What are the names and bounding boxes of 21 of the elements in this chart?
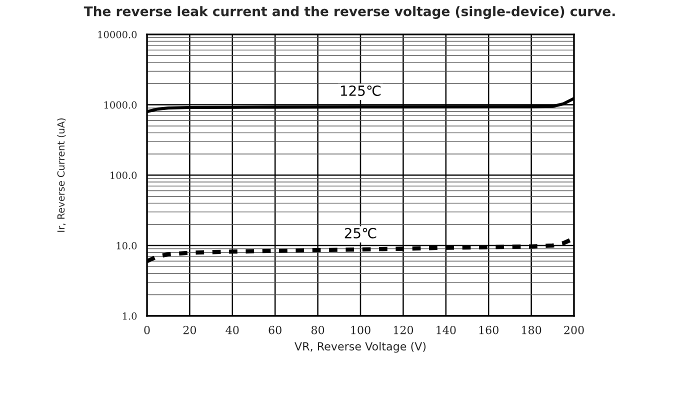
x-tick-label: 160 (479, 326, 498, 334)
chart-title: The reverse leak current and the reverse voltage (single-device) curve. (84, 6, 615, 19)
y-tick-label: 10.0 (116, 242, 137, 250)
series-label: 125℃ (340, 85, 381, 96)
x-tick-label: 40 (226, 326, 239, 334)
y-tick-label: 1000.0 (104, 101, 137, 109)
y-tick-label: 1.0 (123, 312, 137, 320)
x-tick-label: 200 (564, 326, 584, 334)
x-tick-label: 60 (268, 326, 282, 334)
x-tick-label: 120 (394, 326, 414, 334)
x-tick-label: 80 (311, 326, 324, 334)
x-tick-label: 180 (522, 326, 542, 334)
series-label: 25℃ (344, 228, 376, 238)
x-axis-title: VR, Reverse Voltage (V) (294, 342, 426, 353)
y-tick-label: 100.0 (110, 172, 137, 179)
y-axis-title: Ir, Reverse Current (uA) (57, 118, 66, 232)
x-tick-label: 140 (436, 326, 456, 334)
x-tick-label: 100 (351, 326, 370, 334)
x-tick-label: 20 (183, 326, 196, 334)
y-tick-label: 10000.0 (98, 30, 137, 38)
x-tick-label: 0 (144, 326, 150, 334)
